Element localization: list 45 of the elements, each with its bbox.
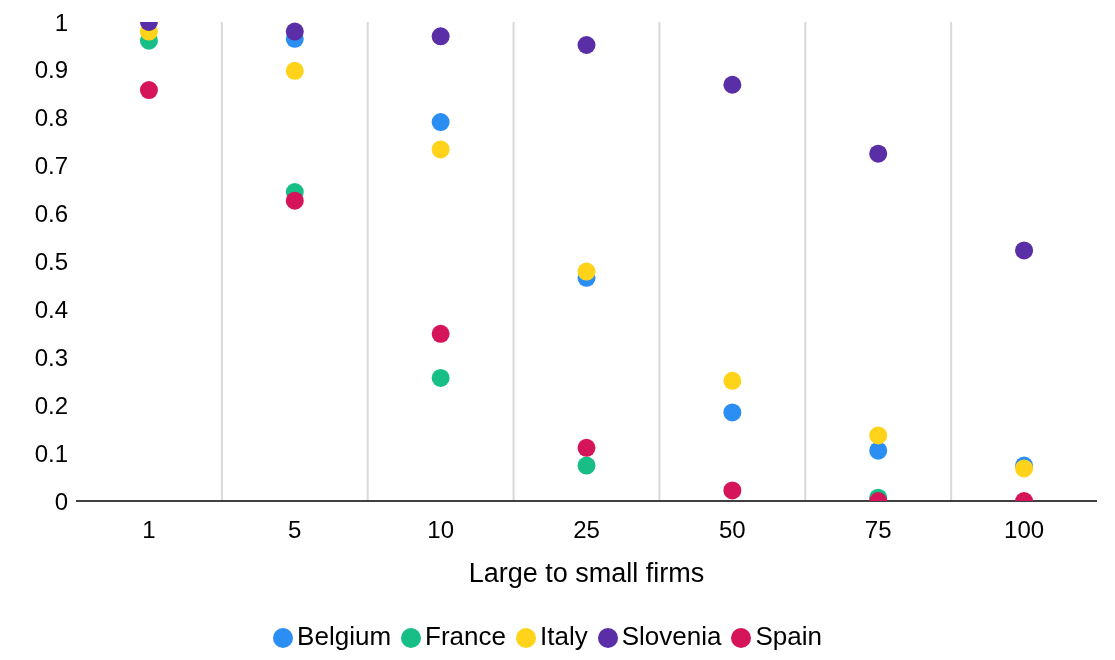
x-tick-label: 75	[864, 516, 892, 544]
legend-label: Slovenia	[621, 621, 722, 651]
legend-label: Spain	[755, 621, 822, 651]
point	[577, 262, 596, 281]
y-tick-label: 1	[54, 8, 68, 36]
y-tick-label: 0.9	[34, 56, 68, 84]
y-tick-label: 0.3	[34, 343, 68, 371]
point	[869, 144, 888, 163]
legend-label: France	[425, 621, 506, 651]
point	[431, 368, 450, 387]
point	[431, 113, 450, 132]
point	[869, 426, 888, 445]
point	[285, 61, 304, 80]
x-tick-label: 10	[427, 516, 454, 544]
y-tick-label: 0.4	[34, 295, 68, 323]
point	[1015, 241, 1034, 260]
point	[431, 27, 450, 46]
x-axis-title: Large to small firms	[468, 558, 705, 589]
y-tick-label: 0.5	[34, 248, 68, 276]
y-tick-label: 0.6	[34, 200, 68, 228]
point	[431, 324, 450, 343]
point	[577, 438, 596, 457]
point	[577, 35, 596, 54]
y-tick-label: 0.7	[34, 152, 68, 180]
point	[431, 140, 450, 159]
y-tick-label: 0.8	[34, 104, 68, 132]
point	[869, 441, 888, 460]
point	[285, 22, 304, 41]
point	[723, 75, 742, 94]
x-tick-label: 100	[1004, 516, 1045, 544]
y-tick-label: 0.2	[34, 391, 68, 419]
x-tick-label: 1	[142, 516, 156, 544]
y-tick-label: 0.1	[34, 439, 68, 467]
x-tick-label: 5	[288, 516, 302, 544]
point	[285, 191, 304, 210]
x-tick-label: 25	[573, 516, 600, 544]
point	[139, 81, 158, 100]
point	[723, 371, 742, 390]
point	[723, 481, 742, 500]
x-tick-label: 50	[719, 516, 746, 544]
legend-label: Italy	[539, 621, 588, 651]
y-tick-label: 0	[54, 487, 68, 515]
point	[723, 403, 742, 422]
legend-label: Belgium	[297, 621, 392, 651]
point	[577, 456, 596, 475]
